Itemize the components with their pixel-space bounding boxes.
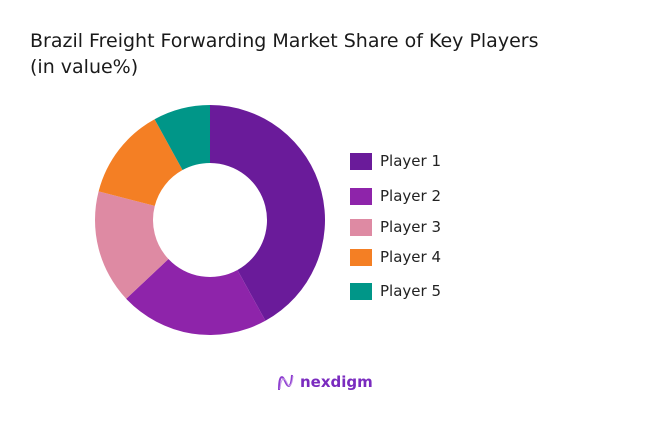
chart-title: Brazil Freight Forwarding Market Share o… [30,28,538,80]
donut-slice-player-4[interactable] [98,119,183,206]
legend-swatch [350,219,372,236]
legend-label: Player 1 [380,152,441,170]
donut-slice-player-5[interactable] [154,105,210,171]
legend-swatch [350,283,372,300]
donut-slice-player-1[interactable] [210,105,325,321]
chart-title-line1: Brazil Freight Forwarding Market Share o… [30,30,539,52]
legend-label: Player 5 [380,282,441,300]
brand-name: nexdigm [300,373,373,391]
legend-swatch [350,153,372,170]
chart-title-line2: (in value%) [30,56,139,78]
legend-label: Player 3 [380,218,441,236]
donut-slice-player-2[interactable] [126,259,266,335]
nexdigm-wave-icon [278,374,294,391]
legend-swatch [350,249,372,266]
legend-label: Player 2 [380,187,441,205]
legend-label: Player 4 [380,248,441,266]
donut-chart [95,105,325,335]
donut-slice-player-3[interactable] [95,191,169,299]
legend-swatch [350,188,372,205]
